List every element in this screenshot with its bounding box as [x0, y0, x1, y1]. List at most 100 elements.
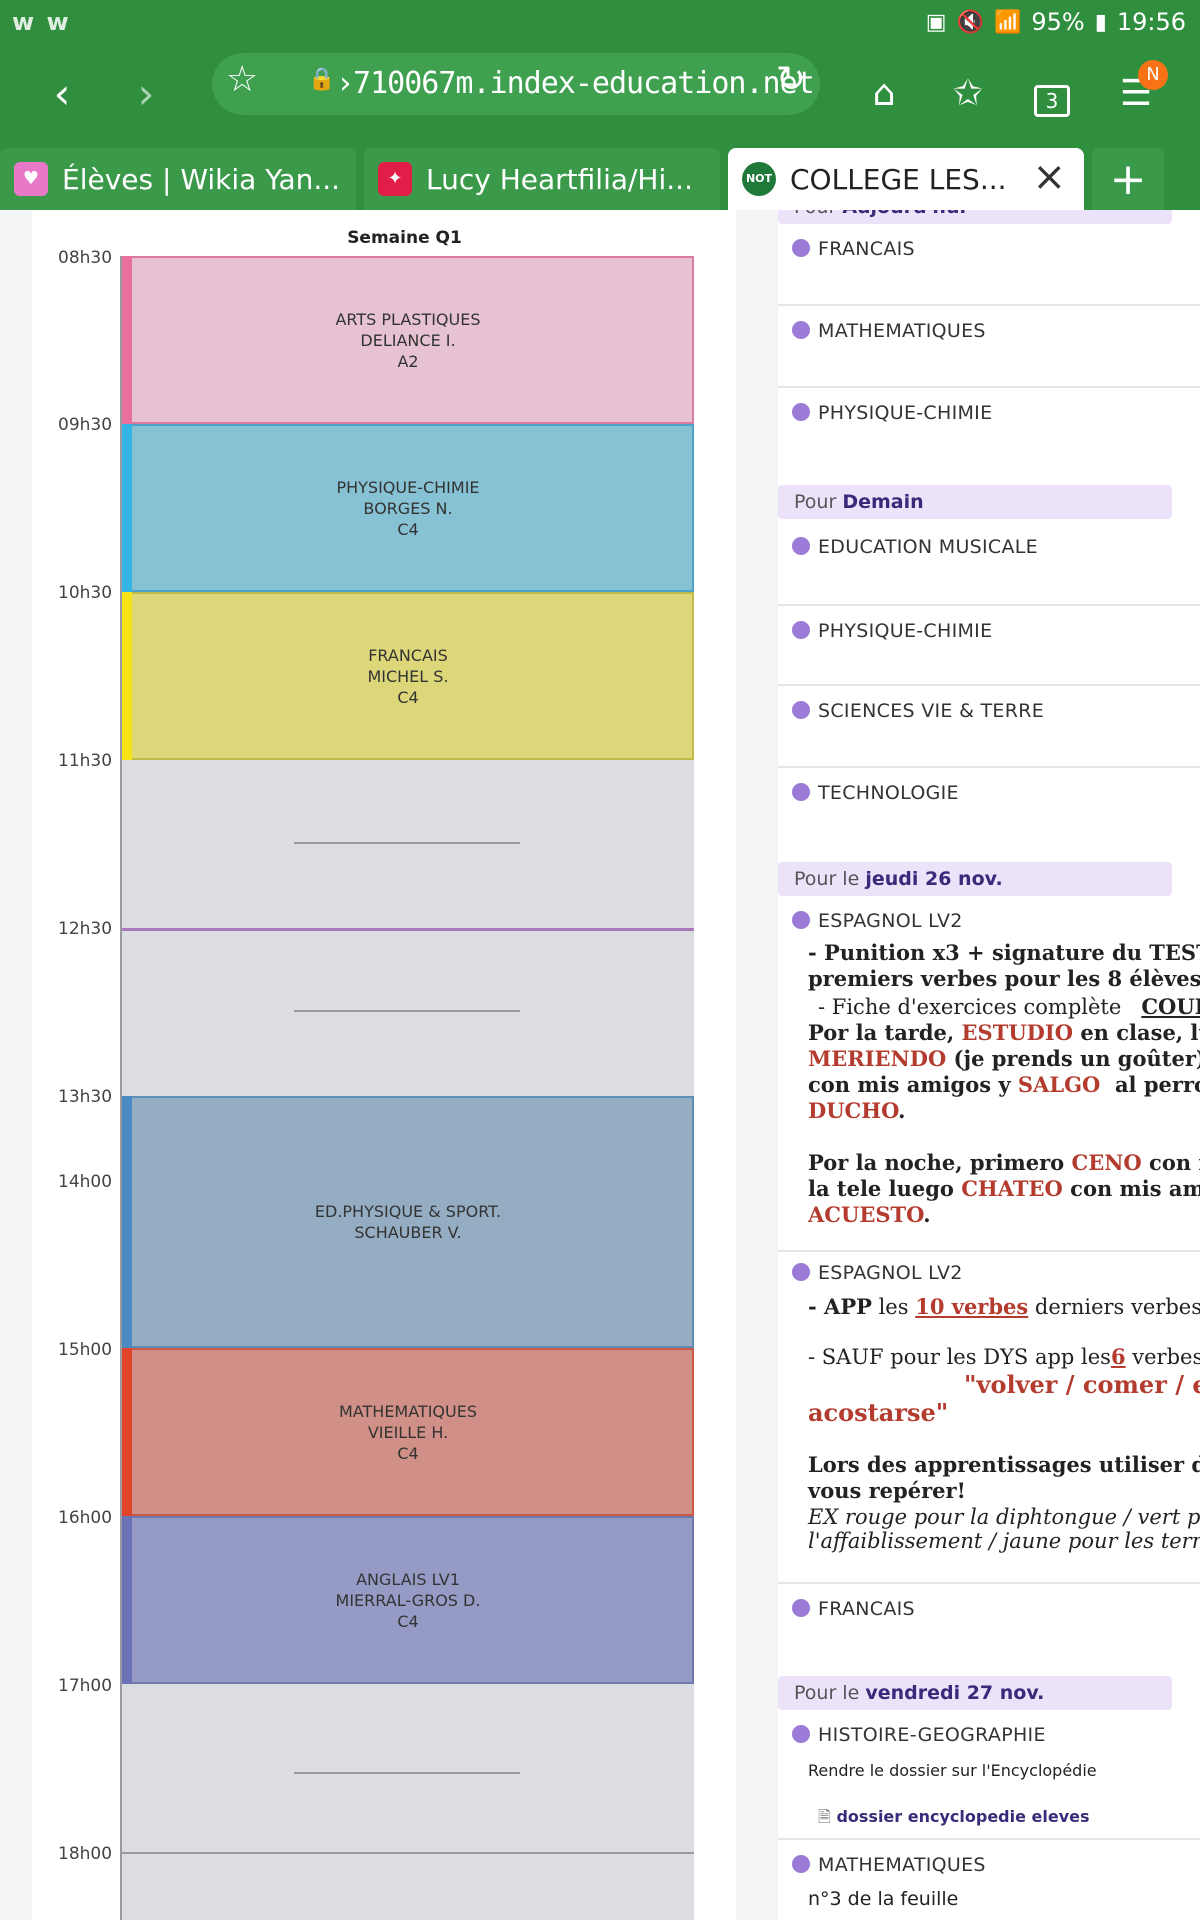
lock-icon: 🔒: [308, 67, 336, 92]
course-teacher: VIEILLE H.: [367, 1422, 449, 1442]
day-header-day: vendredi 27 nov.: [865, 1682, 1045, 1704]
text-part: 6: [1110, 1344, 1126, 1369]
course-block[interactable]: ED.PHYSIQUE & SPORT. SCHAUBER V.: [122, 1096, 694, 1348]
course-teacher: MICHEL S.: [367, 666, 449, 686]
homework-line: Rendre le dossier sur l'Encyclopédie: [808, 1761, 1097, 1780]
day-header-tomorrow: Pour Demain: [778, 485, 1172, 519]
new-tab-button[interactable]: +: [1092, 148, 1164, 210]
day-header-vendredi: Pour le vendredi 27 nov.: [778, 1676, 1172, 1710]
time-label: 15h00: [58, 1340, 113, 1360]
course-teacher: BORGES N.: [363, 498, 453, 518]
homework-subject: FRANCAIS: [818, 1598, 915, 1620]
homework-item[interactable]: TECHNOLOGIE: [778, 768, 1200, 864]
tab-wikia[interactable]: ♥ Élèves | Wikia Yan...: [0, 148, 356, 210]
menu-badge: N: [1138, 60, 1168, 90]
course-color-bar: [122, 592, 132, 760]
homework-line: DUCHO.: [808, 1098, 906, 1123]
home-icon[interactable]: ⌂: [872, 73, 896, 114]
bookmark-star-icon[interactable]: ☆: [226, 59, 259, 100]
course-room: C4: [397, 687, 419, 707]
timetable-grid: ARTS PLASTIQUES DELIANCE I. A2 PHYSIQUE-…: [120, 256, 694, 1920]
tab-count: 3: [1034, 85, 1070, 117]
status-app-icons: w w: [12, 8, 71, 36]
text-part: - APP: [808, 1294, 872, 1319]
text-part: les: [878, 1295, 909, 1319]
timetable: Semaine Q1 08h30 09h30 10h30 11h30 12h30…: [32, 210, 736, 1920]
status-bar: w w ▣ 🔇 📶 95% ▮ 19:56: [0, 0, 1200, 44]
homework-subject: SCIENCES VIE & TERRE: [818, 700, 1045, 722]
day-header-prefix: Pour le: [794, 868, 860, 890]
tabs-button[interactable]: 3: [1024, 66, 1080, 122]
homework-line: "volver / comer / es: [964, 1370, 1200, 1399]
homework-line: - SAUF pour les DYS app les6 verbes s: [808, 1344, 1200, 1370]
homework-item[interactable]: MATHEMATIQUES n°3 de la feuille: [778, 1840, 1200, 1920]
reload-icon[interactable]: ↻: [775, 59, 806, 100]
homework-item[interactable]: FRANCAIS: [778, 1584, 1200, 1680]
text-part: DUCHO: [808, 1098, 899, 1123]
homework-item[interactable]: PHYSIQUE-CHIMIE: [778, 388, 1200, 476]
text-part: - Fiche d'exercices complète: [818, 995, 1122, 1019]
homework-line: con mis amigos y SALGO al perro, I: [808, 1072, 1200, 1098]
text-part: derniers verbes d: [1034, 1295, 1200, 1319]
day-header-day: jeudi 26 nov.: [865, 868, 1003, 890]
text-part: en clase, lueg: [1080, 1020, 1200, 1045]
course-subject: PHYSIQUE-CHIMIE: [336, 477, 480, 497]
battery-icon: ▮: [1094, 9, 1107, 35]
time-label: 11h30: [58, 751, 113, 771]
course-block[interactable]: PHYSIQUE-CHIMIE BORGES N. C4: [122, 424, 694, 592]
homework-item[interactable]: HISTOIRE-GEOGRAPHIE Rendre le dossier su…: [778, 1714, 1200, 1840]
subject-dot-icon: [792, 403, 810, 421]
subject-dot-icon: [792, 1599, 810, 1617]
tab-title: COLLEGE LES...: [790, 162, 1007, 196]
course-block[interactable]: FRANCAIS MICHEL S. C4: [122, 592, 694, 760]
subject-dot-icon: [792, 1855, 810, 1873]
back-icon[interactable]: ‹: [53, 69, 71, 118]
course-subject: MATHEMATIQUES: [339, 1401, 477, 1421]
homework-item[interactable]: SCIENCES VIE & TERRE: [778, 686, 1200, 768]
subject-dot-icon: [792, 1725, 810, 1743]
clock: 19:56: [1116, 8, 1186, 36]
text-part: SALGO: [1017, 1072, 1101, 1097]
course-teacher: DELIANCE I.: [360, 330, 456, 350]
homework-item[interactable]: MATHEMATIQUES: [778, 306, 1200, 388]
course-color-bar: [122, 1516, 132, 1684]
empty-slot-line: [294, 1772, 520, 1774]
homework-item[interactable]: ESPAGNOL LV2 - Punition x3 + signature d…: [778, 900, 1200, 1252]
homework-item[interactable]: PHYSIQUE-CHIMIE: [778, 606, 1200, 686]
text-part: ESTUDIO: [961, 1020, 1073, 1045]
battery-percent: 95%: [1031, 8, 1085, 36]
homework-subject: EDUCATION MUSICALE: [818, 536, 1038, 558]
favorites-icon[interactable]: ✩: [952, 73, 984, 114]
url-text[interactable]: ›710067m.index-education.net: [336, 66, 815, 101]
course-room: C4: [397, 1611, 419, 1631]
course-block[interactable]: MATHEMATIQUES VIEILLE H. C4: [122, 1348, 694, 1516]
text-part: al perro, I: [1114, 1072, 1200, 1097]
time-label: 16h00: [58, 1508, 113, 1528]
text-part: con mis amigos y: [808, 1072, 1011, 1097]
tab-lucy[interactable]: ✦ Lucy Heartfilia/Hi...: [364, 148, 720, 210]
attachment-link[interactable]: 🗎 dossier encyclopedie eleves: [818, 1804, 1090, 1830]
homework-line: la tele luego CHATEO con mis amigo: [808, 1176, 1200, 1202]
homework-subject: ESPAGNOL LV2: [818, 910, 963, 932]
course-color-bar: [122, 1096, 132, 1348]
homework-item[interactable]: FRANCAIS: [778, 224, 1200, 306]
fairy-tail-icon: ✦: [378, 162, 412, 196]
close-icon[interactable]: ×: [1032, 154, 1066, 200]
address-bar[interactable]: ☆ 🔒 ›710067m.index-education.net ↻: [212, 53, 820, 115]
forward-icon[interactable]: ›: [137, 69, 155, 118]
homework-line: l'affaiblissement / jaune pour les termi: [808, 1529, 1200, 1553]
text-part: verbes s: [1132, 1345, 1200, 1369]
course-block[interactable]: ARTS PLASTIQUES DELIANCE I. A2: [122, 256, 694, 424]
homework-item[interactable]: ESPAGNOL LV2 - APP les 10 verbes dernier…: [778, 1252, 1200, 1584]
homework-subject: MATHEMATIQUES: [818, 1854, 986, 1876]
homework-item[interactable]: EDUCATION MUSICALE: [778, 522, 1200, 606]
time-label: 12h30: [58, 919, 113, 939]
course-block[interactable]: ANGLAIS LV1 MIERRAL-GROS D. C4: [122, 1516, 694, 1684]
course-teacher: MIERRAL-GROS D.: [335, 1590, 481, 1610]
course-room: C4: [397, 1443, 419, 1463]
week-label: Semaine Q1: [347, 228, 462, 248]
menu-icon[interactable]: ☰ N: [1108, 60, 1168, 122]
subject-dot-icon: [792, 701, 810, 719]
tab-college[interactable]: NOT COLLEGE LES... ×: [728, 148, 1084, 210]
tab-strip: ♥ Élèves | Wikia Yan... ✦ Lucy Heartfili…: [0, 148, 1200, 210]
